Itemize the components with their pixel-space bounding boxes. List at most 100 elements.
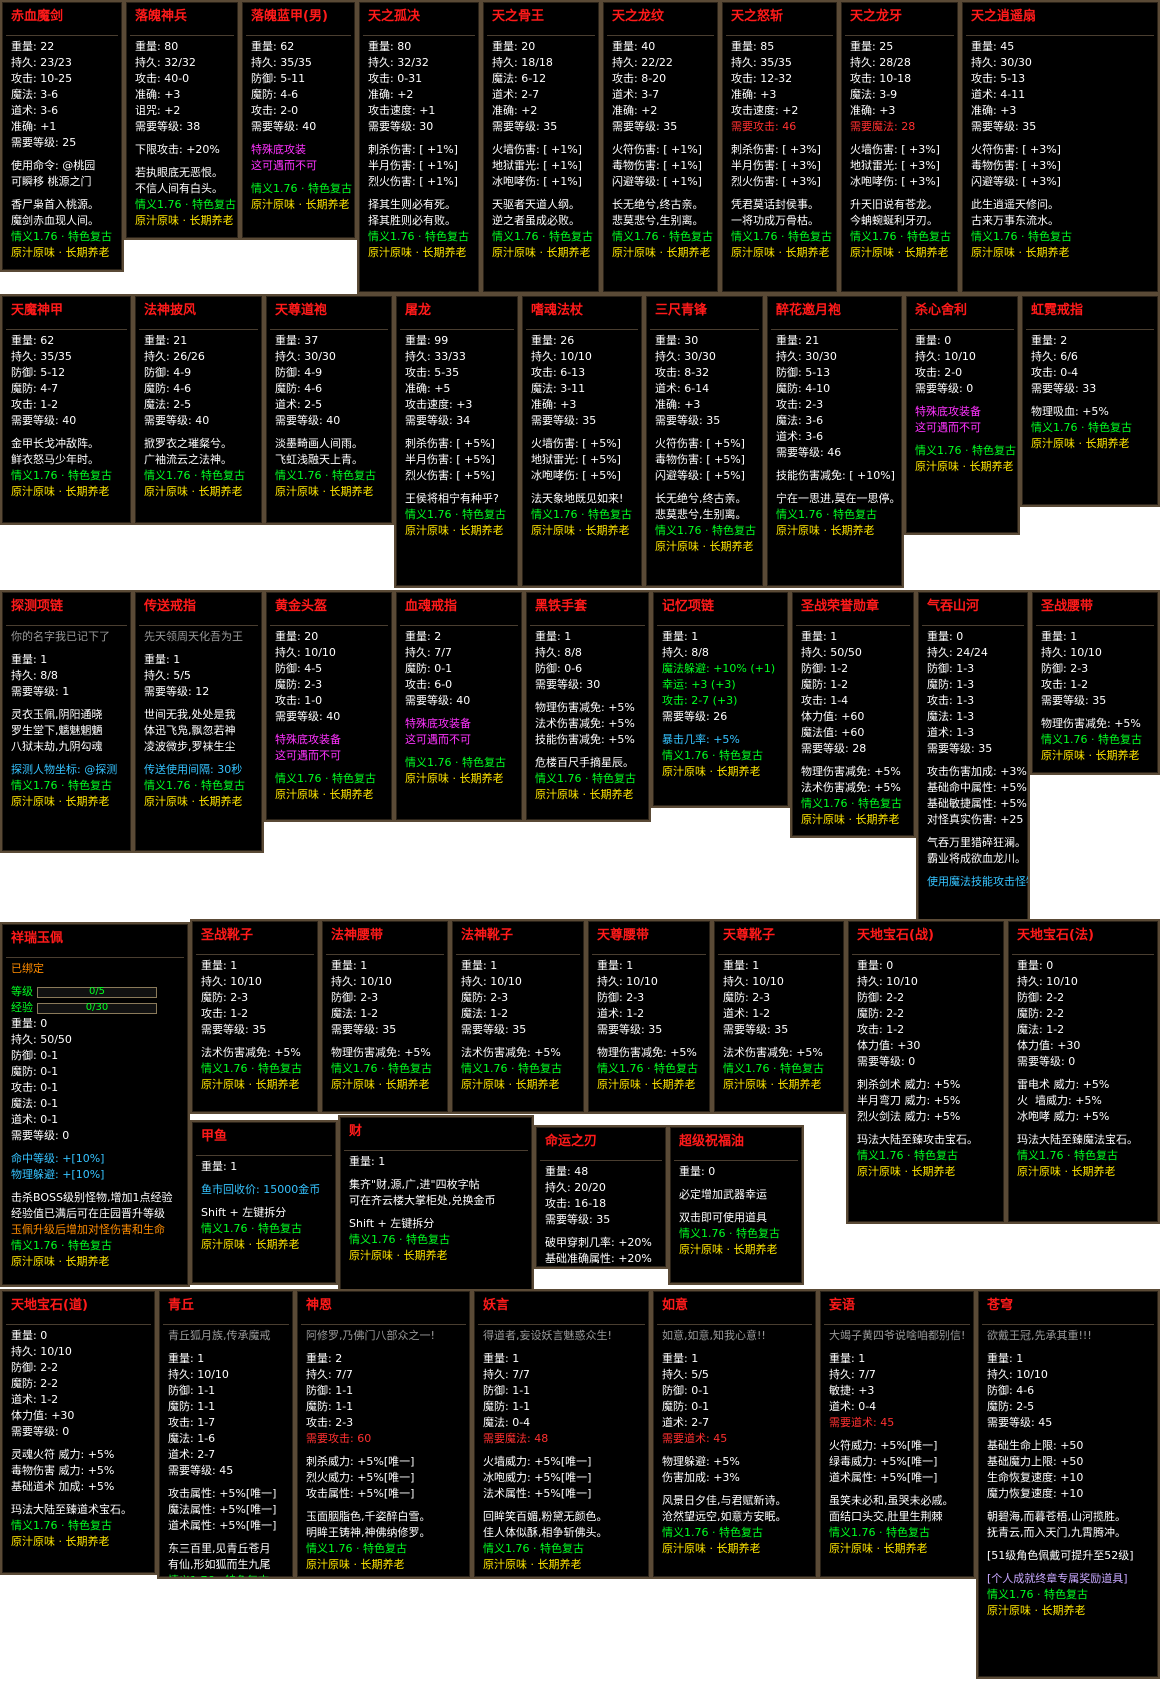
item-stat-line: 经验值已满后可在庄园晋升等级 bbox=[11, 1207, 165, 1220]
item-tooltip-card: 天地宝石(战) 重量: 0 持久: 10/10 防御: 2-2 魔防: 2-2 攻击: 1… bbox=[846, 919, 1006, 1224]
item-stat-line: 道术: 3-6 bbox=[776, 430, 824, 443]
item-tooltip-card: 天地宝石(法) 重量: 0 持久: 10/10 防御: 2-2 魔防: 2-2 魔法: 1… bbox=[1006, 919, 1160, 1224]
item-stat-line: 情义1.76 · 特色复古 bbox=[144, 779, 245, 792]
item-tooltip-card: 天尊靴子 重量: 1 持久: 10/10 魔防: 2-3 道术: 1-2 需要等级: 35… bbox=[712, 919, 846, 1114]
title-divider bbox=[657, 1324, 812, 1325]
item-stat-line: 重量: 0 bbox=[915, 334, 952, 347]
item-stat-line: 重量: 45 bbox=[971, 40, 1015, 53]
title-divider bbox=[6, 957, 184, 958]
item-tooltip-card: 醉花邀月袍 重量: 21 持久: 30/30 防御: 5-13 魔防: 4-10 攻击: … bbox=[765, 294, 904, 588]
item-title: 祥瑞玉佩 bbox=[11, 931, 64, 946]
item-tooltip-card: 黑铁手套 重量: 1 持久: 8/8 防御: 0-6 需要等级: 30 物理伤害减免: +… bbox=[524, 590, 651, 822]
item-stat-line: 情义1.76 · 特色复古 bbox=[492, 230, 593, 243]
item-stat-line: 魔法: 1-2 bbox=[331, 1007, 379, 1020]
title-divider bbox=[650, 329, 759, 330]
item-tooltip-card: 如意 如意,如意,知我心意!! 重量: 1 持久: 5/5 防御: 0-1 魔防: 0-1… bbox=[651, 1289, 818, 1579]
item-stat-line: 魔法值: +60 bbox=[801, 726, 865, 739]
item-stat-line: 原汁原味 · 长期养老 bbox=[679, 1243, 778, 1256]
title-divider bbox=[6, 35, 118, 36]
item-stat-line: 火符伤害: [ +5%] bbox=[655, 437, 745, 450]
item-stat-line: 需要等级: 40 bbox=[11, 414, 77, 427]
item-stat-line: 宁在一思进,莫在一思停。 bbox=[776, 492, 901, 505]
item-stat-line: 攻击: 1-2 bbox=[1041, 678, 1089, 691]
item-stat-line: 重量: 0 bbox=[857, 959, 894, 972]
item-stat-line: 持久: 28/28 bbox=[850, 56, 911, 69]
item-stat-line: 需要等级: 46 bbox=[776, 446, 842, 459]
item-stat-line: 持久: 35/35 bbox=[731, 56, 792, 69]
item-stat-line: 烈火伤害: [ +5%] bbox=[405, 469, 495, 482]
item-stat-line: 气吞万里猎碎狂澜。 bbox=[927, 836, 1026, 849]
item-stat-line: 世间无我,处处是我 bbox=[144, 708, 236, 721]
item-stat-line: 魔法: 2-5 bbox=[144, 398, 192, 411]
item-stat-line: 道术: 6-14 bbox=[655, 382, 710, 395]
item-stat-line: 玉面胭脂色,千姿醉白雪。 bbox=[306, 1510, 431, 1523]
item-stat-line: 魔法: 3-6 bbox=[11, 88, 59, 101]
item-title: 法神腰带 bbox=[331, 928, 384, 943]
item-stat-line: 原汁原味 · 长期养老 bbox=[662, 1542, 761, 1555]
item-stat-line: 魔防: 2-3 bbox=[723, 991, 771, 1004]
item-stat-line: 需要等级: 35 bbox=[655, 414, 721, 427]
item-stat-line: 重量: 1 bbox=[662, 630, 699, 643]
title-divider bbox=[824, 1324, 970, 1325]
item-stat-line: 重量: 22 bbox=[11, 40, 55, 53]
item-stat-line: 原汁原味 · 长期养老 bbox=[1041, 749, 1140, 762]
item-stat-line: 持久: 30/30 bbox=[776, 350, 837, 363]
item-stat-line: 魔防: 2-5 bbox=[987, 1400, 1035, 1413]
spacer bbox=[266, 725, 392, 732]
item-stat-line: 准确: +3 bbox=[971, 104, 1017, 117]
item-stat-line: 冰咆哮 威力: +5% bbox=[1017, 1110, 1110, 1123]
item-stat-line: 重量: 20 bbox=[492, 40, 536, 53]
title-divider bbox=[478, 1324, 645, 1325]
item-stat-line: 需要等级: 0 bbox=[857, 1055, 916, 1068]
item-stat-line: 防御: 5-12 bbox=[11, 366, 66, 379]
item-stat-line: 攻击速度: +3 bbox=[405, 398, 473, 411]
item-stat-line: 半月弯刀 威力: +5% bbox=[857, 1094, 961, 1107]
item-stat-line: 佳人体似酥,相争斩佛头。 bbox=[483, 1526, 608, 1539]
item-stat-line: 攻击速度: +2 bbox=[731, 104, 799, 117]
item-stat-line: 持久: 35/35 bbox=[11, 350, 72, 363]
item-stat-line: 防御: 2-2 bbox=[857, 991, 905, 1004]
item-stat-line: 特殊底攻装备 bbox=[275, 733, 341, 746]
spacer bbox=[522, 484, 642, 491]
item-stat-line: 原汁原味 · 长期养老 bbox=[275, 788, 374, 801]
item-title: 血魂戒指 bbox=[405, 599, 458, 614]
spacer bbox=[2, 755, 131, 762]
item-stat-line: 体力值: +30 bbox=[857, 1039, 921, 1052]
item-stat-line: 攻击属性: +5%[唯一] bbox=[168, 1487, 277, 1500]
item-title: 天之龙纹 bbox=[612, 9, 665, 24]
title-divider bbox=[796, 625, 910, 626]
item-stat-line: 攻击速度: +1 bbox=[368, 104, 436, 117]
item-stat-line: 情义1.76 · 特色复古 bbox=[1041, 733, 1142, 746]
item-stat-line: 情义1.76 · 特色复古 bbox=[368, 230, 469, 243]
item-stat-line: 准确: +1 bbox=[11, 120, 57, 133]
item-stat-line: 持久: 7/7 bbox=[405, 646, 452, 659]
item-stat-line: 火墙威力: +5%[唯一] bbox=[483, 1455, 592, 1468]
item-stat-line: 防御: 1-1 bbox=[168, 1384, 216, 1397]
item-stat-line: 刺杀伤害: [ +5%] bbox=[405, 437, 495, 450]
item-stat-line: 原汁原味 · 长期养老 bbox=[971, 246, 1070, 259]
item-stat-line: 情义1.76 · 特色复古 bbox=[306, 1542, 407, 1555]
item-stat-line: 需要等级: 0 bbox=[11, 1425, 70, 1438]
item-stat-line: 原汁原味 · 长期养老 bbox=[850, 246, 949, 259]
item-stat-line: 攻击: 12-32 bbox=[731, 72, 793, 85]
spacer bbox=[918, 757, 1028, 764]
item-title: 圣战靴子 bbox=[201, 928, 254, 943]
item-tooltip-card: 天之龙牙 重量: 25 持久: 28/28 攻击: 10-18 魔法: 3-9 准确: +… bbox=[839, 0, 960, 294]
item-tooltip-card: 财重量: 1 集齐"财,源,广,进"四枚字帖 可在齐云楼大掌柜处,兑换金币 Shift… bbox=[338, 1115, 534, 1298]
item-stat-line: 物理吸血: +5% bbox=[1031, 405, 1109, 418]
item-stat-line: 魔防: 2-2 bbox=[857, 1007, 905, 1020]
item-stat-line: 探测人物坐标: @探测 bbox=[11, 763, 118, 776]
item-tooltip-card: 虹霓戒指 重量: 2 持久: 6/6 攻击: 0-4 需要等级: 33 物理吸血: +5%… bbox=[1020, 294, 1160, 507]
item-tooltip-card: 天魔神甲 重量: 62 持久: 35/35 防御: 5-12 魔防: 4-7 攻击: 1-… bbox=[0, 294, 133, 525]
item-stat-line: 防御: 0-1 bbox=[11, 1049, 59, 1062]
spacer bbox=[653, 1447, 816, 1454]
item-stat-line: 魔防: 4-7 bbox=[11, 382, 59, 395]
title-divider bbox=[607, 35, 714, 36]
item-stat-line: 道术: 2-7 bbox=[492, 88, 540, 101]
item-stat-line: 升天旧说有苍龙。 bbox=[850, 198, 938, 211]
spacer bbox=[297, 1502, 470, 1509]
item-stat-line: 持久: 10/10 bbox=[857, 975, 918, 988]
item-stat-line: 攻击: 10-18 bbox=[850, 72, 912, 85]
item-stat-line: 命中等级: +[10%] bbox=[11, 1152, 105, 1165]
item-stat-line: 魔法属性: +5%[唯一] bbox=[168, 1503, 277, 1516]
